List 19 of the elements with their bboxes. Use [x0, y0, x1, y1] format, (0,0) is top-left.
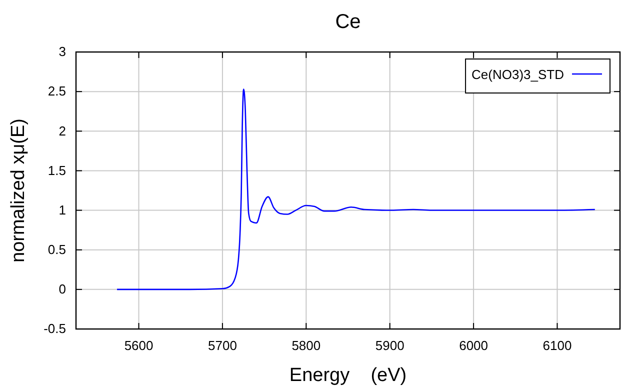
y-tick-label: 0.5 [48, 242, 66, 258]
y-tick-label: 1.5 [48, 162, 66, 178]
y-tick-label: 2 [58, 123, 66, 138]
chart-title: Ce [335, 11, 361, 33]
y-tick-label: 3 [58, 44, 66, 60]
y-tick-label: 2.5 [48, 84, 66, 99]
y-tick-label: 0 [58, 282, 66, 297]
x-tick-label: 5700 [208, 338, 237, 354]
legend-label: Ce(NO3)3_STD [472, 67, 564, 82]
x-axis-title: Energy (eV) [289, 365, 407, 386]
x-tick-label: 5600 [124, 338, 154, 354]
y-axis-title: normalized xμ(E) [8, 118, 29, 262]
x-tick-label: 5900 [375, 338, 404, 354]
y-tick-label: -0.5 [44, 321, 66, 336]
x-tick-label: 6000 [459, 338, 488, 354]
x-tick-label: 6100 [542, 338, 572, 354]
x-tick-label: 5800 [292, 338, 321, 354]
line-series [116, 88, 596, 290]
y-tick-label: 1 [58, 202, 66, 218]
